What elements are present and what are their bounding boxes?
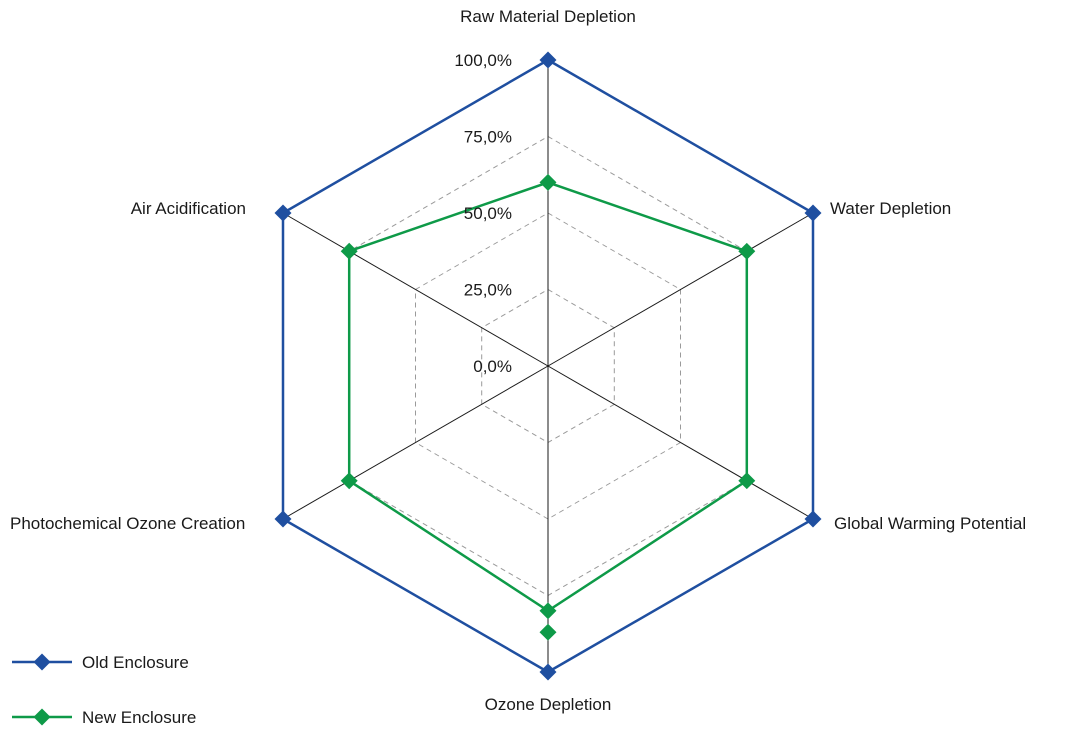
series-new-enclosure bbox=[340, 173, 756, 641]
category-label-global-warming-potential: Global Warming Potential bbox=[834, 514, 1026, 533]
radial-tick-1: 25,0% bbox=[464, 281, 512, 300]
category-label-ozone-depletion: Ozone Depletion bbox=[485, 695, 612, 714]
extra-point-new-enclosure-ozone-depletion bbox=[539, 623, 557, 641]
spoke-air-acidification bbox=[282, 212, 549, 367]
point-old-enclosure-ozone-depletion bbox=[539, 663, 557, 681]
spoke-photochemical-ozone-creation bbox=[282, 365, 549, 520]
point-new-enclosure-air-acidification bbox=[340, 242, 358, 260]
radial-tick-0: 0,0% bbox=[473, 357, 512, 376]
series-old-enclosure bbox=[274, 51, 822, 681]
point-new-enclosure-photochemical-ozone-creation bbox=[340, 472, 358, 490]
legend-item-old-enclosure: Old Enclosure bbox=[12, 653, 189, 672]
spoke-water-depletion bbox=[547, 212, 814, 367]
category-label-air-acidification: Air Acidification bbox=[131, 199, 246, 218]
point-new-enclosure-water-depletion bbox=[738, 242, 756, 260]
legend-marker-old-enclosure bbox=[33, 653, 51, 671]
category-label-water-depletion: Water Depletion bbox=[830, 199, 951, 218]
spoke-global-warming-potential bbox=[547, 365, 814, 520]
radial-tick-4: 100,0% bbox=[454, 51, 512, 70]
legend-label-old-enclosure: Old Enclosure bbox=[82, 653, 189, 672]
point-old-enclosure-global-warming-potential bbox=[804, 510, 822, 528]
category-label-raw-material-depletion: Raw Material Depletion bbox=[460, 7, 636, 26]
axes bbox=[282, 60, 814, 672]
legend: Old Enclosure New Enclosure bbox=[12, 653, 196, 727]
point-new-enclosure-global-warming-potential bbox=[738, 472, 756, 490]
point-old-enclosure-water-depletion bbox=[804, 204, 822, 222]
radial-tick-3: 75,0% bbox=[464, 128, 512, 147]
legend-marker-new-enclosure bbox=[33, 708, 51, 726]
point-new-enclosure-ozone-depletion bbox=[539, 602, 557, 620]
radial-tick-labels: 0,0% 25,0% 50,0% 75,0% 100,0% bbox=[454, 51, 512, 376]
point-old-enclosure-air-acidification bbox=[274, 204, 292, 222]
legend-label-new-enclosure: New Enclosure bbox=[82, 708, 196, 727]
legend-item-new-enclosure: New Enclosure bbox=[12, 708, 196, 727]
series bbox=[274, 51, 822, 681]
point-old-enclosure-photochemical-ozone-creation bbox=[274, 510, 292, 528]
point-old-enclosure-raw-material-depletion bbox=[539, 51, 557, 69]
point-new-enclosure-raw-material-depletion bbox=[539, 173, 557, 191]
category-label-photochemical-ozone-creation: Photochemical Ozone Creation bbox=[10, 514, 245, 533]
radial-tick-2: 50,0% bbox=[464, 204, 512, 223]
